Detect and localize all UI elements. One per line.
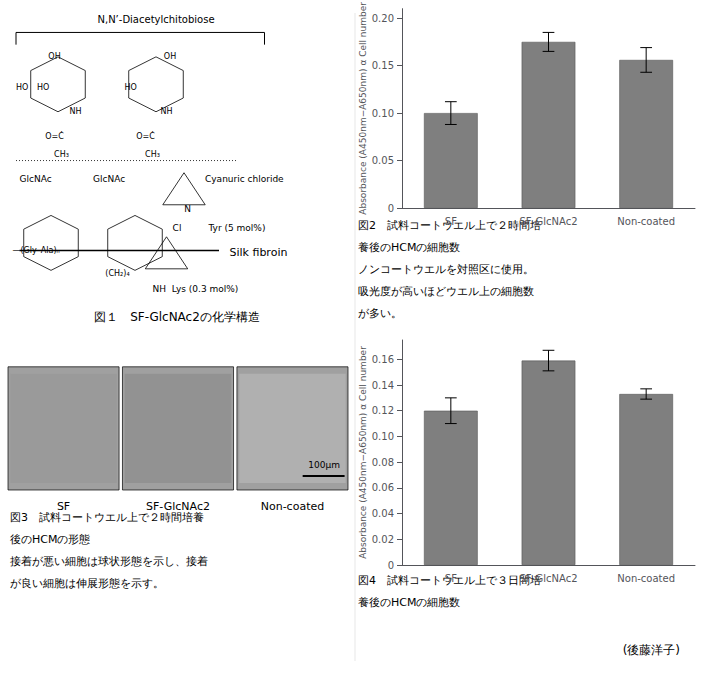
svg-text:Non-coated: Non-coated [617,216,675,227]
svg-text:0.04: 0.04 [372,508,394,519]
svg-text:NH: NH [161,107,173,116]
svg-text:GlcNAc: GlcNAc [20,174,52,184]
svg-text:0: 0 [388,560,394,571]
svg-text:ノンコートウエルを対照区に使用。: ノンコートウエルを対照区に使用。 [358,263,534,276]
svg-text:HO: HO [37,83,49,92]
svg-text:Absorbance (A450nm−A650nm) α C: Absorbance (A450nm−A650nm) α Cell number [358,346,368,559]
svg-text:接着が悪い細胞は球状形態を示し、接着: 接着が悪い細胞は球状形態を示し、接着 [10,555,208,568]
svg-text:SF: SF [445,573,457,584]
svg-text:N,N’-Diacetylchitobiose: N,N’-Diacetylchitobiose [97,14,214,25]
svg-text:が多い。: が多い。 [358,307,402,320]
svg-text:CH₃: CH₃ [54,150,69,159]
svg-text:SF-GlcNAc2: SF-GlcNAc2 [519,573,577,584]
svg-text:GlcNAc: GlcNAc [93,174,125,184]
svg-text:0: 0 [388,203,394,214]
svg-text:が良い細胞は伸展形態を示す。: が良い細胞は伸展形態を示す。 [10,577,164,590]
svg-text:図4 試料コートウエル上で３日間培: 図4 試料コートウエル上で３日間培 [358,574,541,587]
svg-text:SF-GlcNAc2: SF-GlcNAc2 [146,500,210,514]
svg-text:Cl: Cl [173,223,182,233]
svg-text:後のHCMの形態: 後のHCMの形態 [10,533,90,546]
svg-text:HO: HO [125,83,137,92]
svg-text:Absorbance (A450nm−A650nm) α C: Absorbance (A450nm−A650nm) α Cell number [358,2,368,215]
svg-text:0.20: 0.20 [372,13,394,24]
svg-text:CH₃: CH₃ [145,150,160,159]
svg-text:図１ SF-GlcNAc2の化学構造: 図１ SF-GlcNAc2の化学構造 [94,310,260,324]
svg-text:図3 試料コートウエル上で２時間培養: 図3 試料コートウエル上で２時間培養 [10,511,204,524]
svg-text:0.15: 0.15 [372,60,394,71]
svg-text:SF-GlcNAc2: SF-GlcNAc2 [519,216,577,227]
svg-text:O=Ċ: O=Ċ [45,131,64,141]
svg-text:0.14: 0.14 [372,380,394,391]
svg-text:養後のHCMの細胞数: 養後のHCMの細胞数 [358,596,460,609]
svg-text:OH: OH [48,52,60,61]
svg-text:Tyr (5 mol%): Tyr (5 mol%) [208,223,266,233]
svg-text:Cyanuric chloride: Cyanuric chloride [205,174,284,184]
svg-text:0.06: 0.06 [372,482,394,493]
svg-text:N: N [184,204,191,214]
svg-text:(CH₂)₄: (CH₂)₄ [105,269,129,278]
svg-text:SF: SF [445,216,457,227]
svg-text:OH: OH [164,52,176,61]
svg-text:NH Lys (0.3 mol%): NH Lys (0.3 mol%) [153,284,239,294]
svg-text:0.12: 0.12 [372,405,394,416]
svg-text:0.05: 0.05 [372,155,394,166]
svg-text:0.10: 0.10 [372,431,394,442]
svg-text:Silk fibroin: Silk fibroin [230,246,288,259]
svg-text:図2 試料コートウエル上で２時間培: 図2 試料コートウエル上で２時間培 [358,219,541,232]
svg-text:SF: SF [56,500,71,514]
svg-text:0.08: 0.08 [372,457,394,468]
svg-text:吸光度が高いほどウエル上の細胞数: 吸光度が高いほどウエル上の細胞数 [358,285,534,298]
svg-text:0.16: 0.16 [372,354,394,365]
svg-text:100μm: 100μm [308,460,340,470]
svg-text:0.02: 0.02 [372,534,394,545]
svg-text:Non-coated: Non-coated [617,573,675,584]
svg-text:O=Ċ: O=Ċ [136,131,155,141]
svg-text:Non-coated: Non-coated [261,500,324,513]
svg-text:養後のHCMの細胞数: 養後のHCMの細胞数 [358,241,460,254]
svg-text:—(Gly–Ala)ₙ: —(Gly–Ala)ₙ [13,246,60,255]
svg-text:NH: NH [70,107,82,116]
svg-text:0.10: 0.10 [372,108,394,119]
svg-text:HO: HO [16,83,28,92]
svg-text:(後藤洋子): (後藤洋子) [623,643,680,657]
